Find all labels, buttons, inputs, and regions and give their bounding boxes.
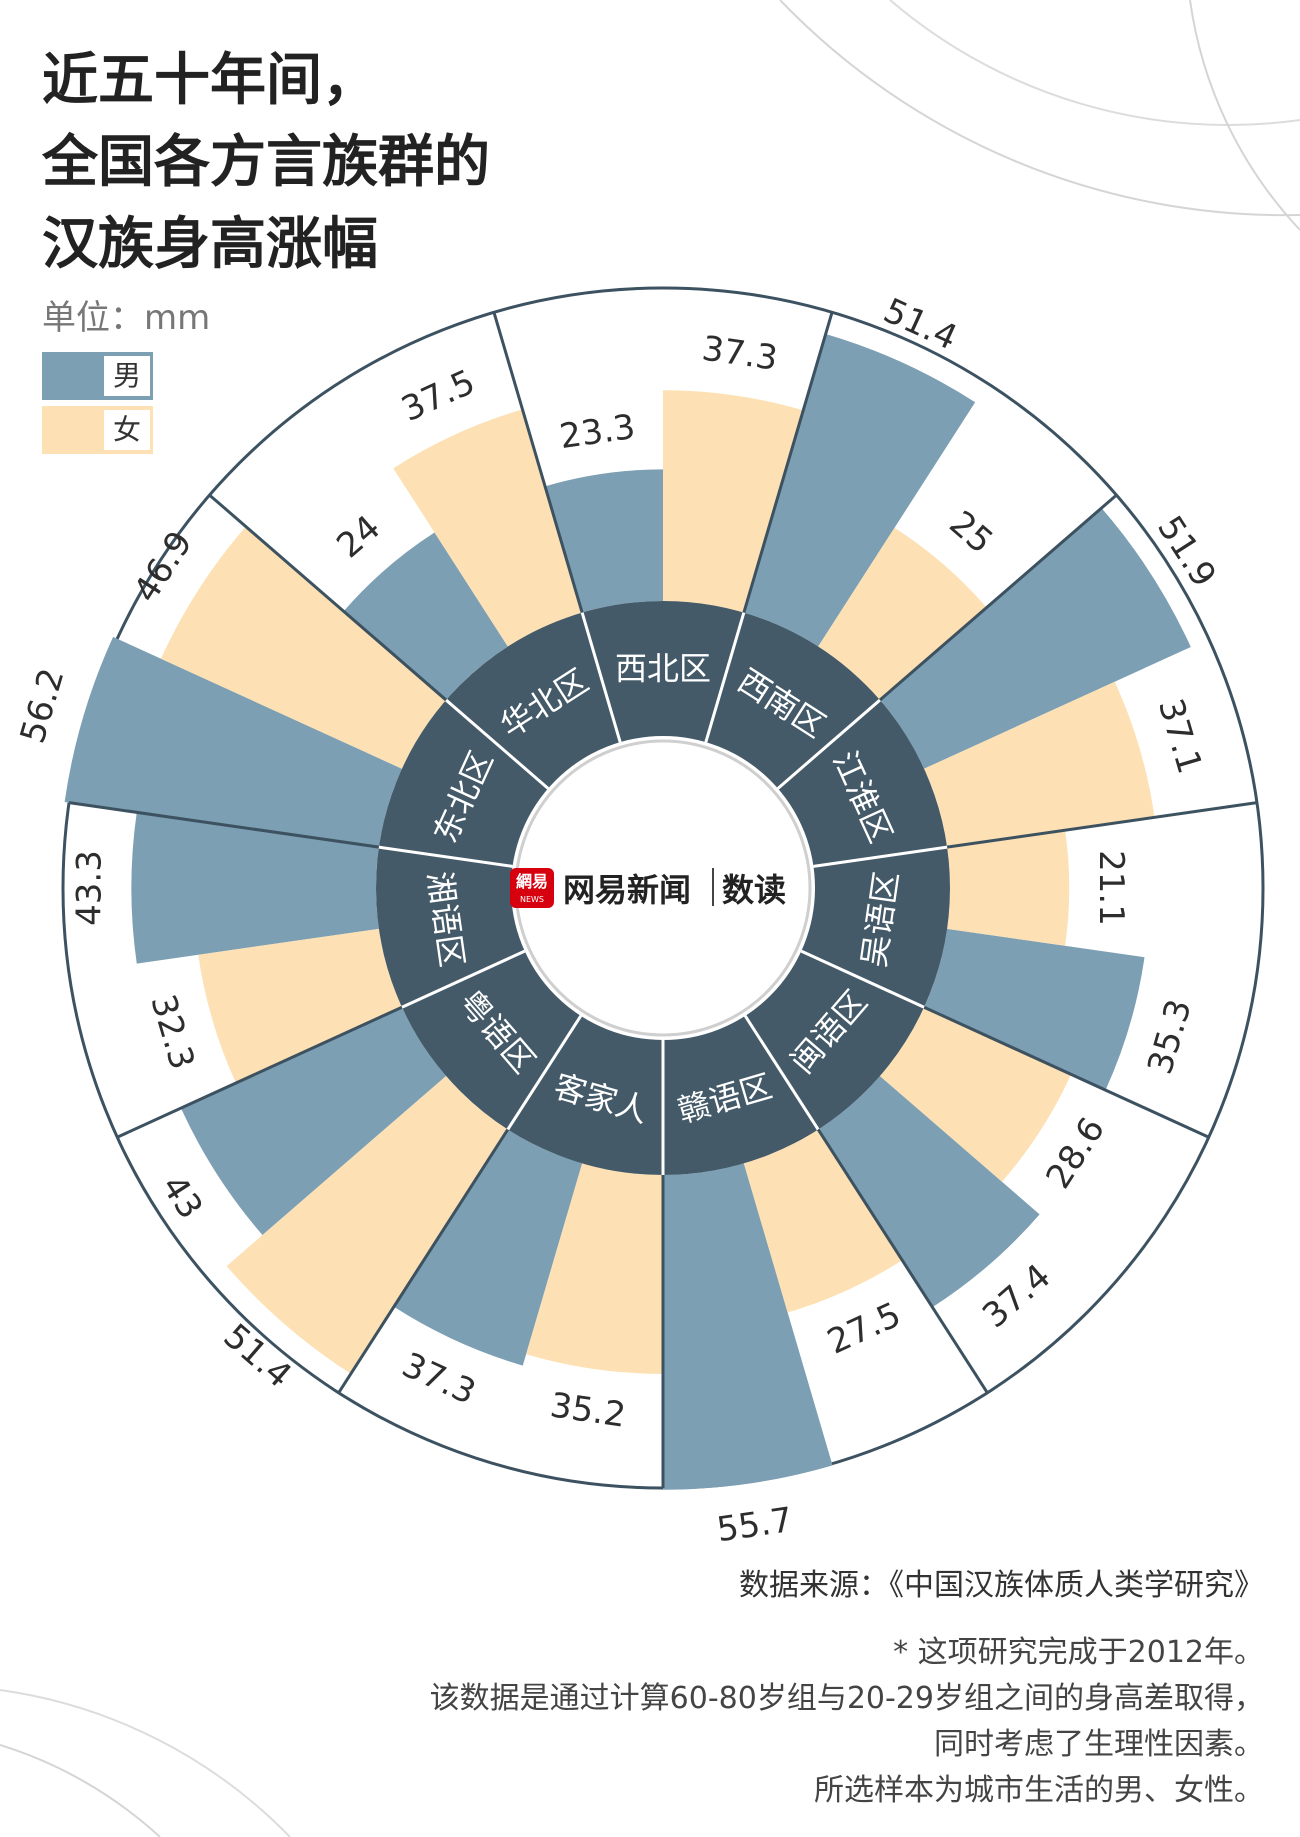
region-divider: [813, 845, 948, 868]
value-label-male: 43.3: [69, 850, 109, 926]
region-divider: [378, 845, 513, 868]
region-divider: [743, 1015, 820, 1131]
sector-divider: [116, 1005, 403, 1139]
sector-divider: [337, 1128, 510, 1394]
region-divider: [401, 949, 526, 1009]
bar-female: [393, 409, 583, 647]
sector-divider: [492, 311, 584, 614]
region-label: 西北区: [615, 650, 711, 688]
deco-arc: [0, 1744, 161, 1837]
sector-divider: [946, 801, 1258, 849]
legend-label-male: 男: [104, 356, 150, 396]
value-label-male: 55.7: [714, 1500, 795, 1550]
footnote-line: 所选样本为城市生活的男、女性。: [814, 1773, 1264, 1808]
bar-female: [743, 1129, 903, 1313]
region-divider: [704, 612, 746, 743]
bar-male: [64, 636, 402, 848]
region-divider: [445, 698, 550, 790]
bar-male: [663, 1163, 833, 1490]
region-divider: [776, 698, 881, 790]
sector-divider: [208, 493, 448, 702]
bar-female: [924, 681, 1155, 848]
title-line: 汉族身高涨幅: [42, 212, 378, 277]
sector-divider: [68, 801, 380, 849]
footnote-line: * 这项研究完成于2012年。: [893, 1635, 1264, 1670]
unit-label: 单位：mm: [42, 298, 211, 338]
sector-divider: [742, 311, 834, 614]
legend-item-female: 女: [42, 406, 153, 454]
deco-arc: [779, 0, 1300, 217]
bar-female: [226, 1075, 508, 1374]
logo-badge: [510, 868, 554, 908]
deco-arc: [0, 1689, 291, 1837]
footnote-line: 同时考虑了生理性因素。: [934, 1727, 1264, 1762]
bar-female: [818, 527, 987, 701]
bar-male: [545, 469, 663, 613]
title-line: 全国各方言族群的: [42, 130, 490, 195]
bar-male: [924, 928, 1145, 1091]
logo-badge-subtext: NEWS: [520, 895, 544, 904]
bar-female: [879, 1007, 1072, 1182]
sector-divider: [878, 493, 1118, 702]
bar-male: [818, 1075, 1040, 1308]
region-divider: [800, 949, 925, 1009]
bar-male: [343, 532, 508, 701]
bar-female: [947, 830, 1070, 946]
bar-male: [393, 1129, 583, 1366]
legend-label-female: 女: [104, 410, 150, 450]
deco-arc: [1189, 0, 1300, 231]
sector-divider: [816, 1128, 989, 1394]
title-line: 近五十年间，: [42, 48, 378, 113]
value-label-female: 21.1: [1091, 850, 1131, 926]
logo-column: 数读: [722, 871, 786, 909]
bar-male: [879, 508, 1191, 769]
bar-male: [180, 1007, 447, 1236]
logo-badge-text: 網易: [516, 872, 548, 891]
bar-male: [131, 812, 379, 964]
region-divider: [580, 612, 622, 743]
value-label-male: 56.2: [13, 664, 73, 748]
legend-item-male: 男: [42, 352, 153, 400]
logo-brand: 网易新闻: [563, 871, 691, 909]
footnote-line: 该数据是通过计算60-80岁组与20-29岁组之间的身高差取得，: [429, 1681, 1264, 1716]
deco-arc: [889, 0, 1300, 126]
page-title: 近五十年间， 全国各方言族群的 汉族身高涨幅: [42, 40, 490, 286]
bar-male: [743, 333, 976, 647]
sector-divider: [923, 1005, 1210, 1139]
bar-female: [160, 526, 447, 769]
data-source: 数据来源：《中国汉族体质人类学研究》: [739, 1568, 1264, 1603]
footnotes: * 这项研究完成于2012年。 该数据是通过计算60-80岁组与20-29岁组之…: [430, 1630, 1264, 1814]
region-divider: [506, 1015, 583, 1131]
bar-female: [663, 390, 804, 613]
bar-female: [526, 1163, 663, 1374]
bar-female: [198, 928, 402, 1084]
legend: 男 女: [42, 352, 153, 460]
